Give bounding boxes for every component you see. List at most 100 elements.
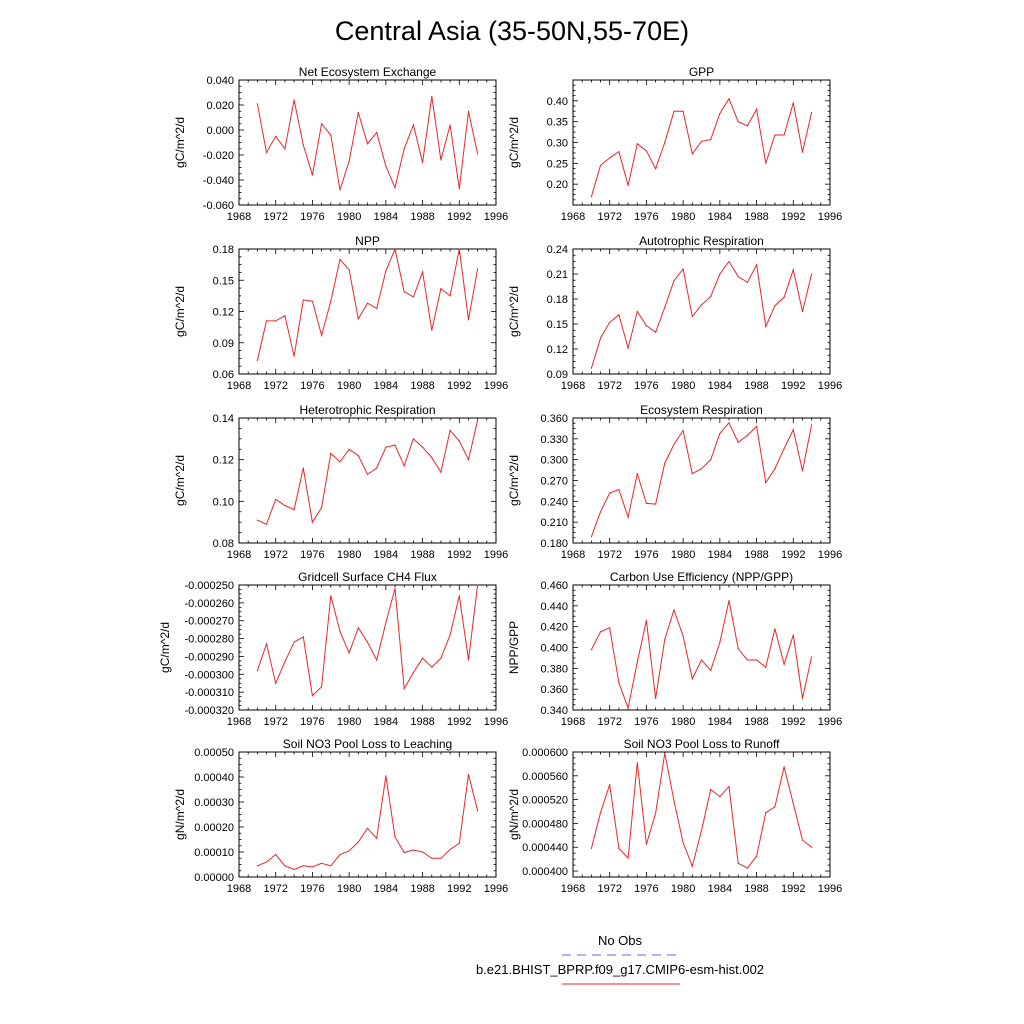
panel-gpp-point: [774, 134, 776, 136]
panel-gpp-xtick-label: 1988: [744, 211, 768, 223]
panel-heterotrophic-respiration-point: [366, 473, 369, 475]
panel-npp-point: [477, 268, 479, 270]
panel-gpp-point: [710, 139, 712, 141]
panel-soil-no3-pool-loss-to-runoff-point: [682, 841, 684, 844]
panel-ecosystem-respiration-ytick-label: 0.240: [540, 496, 568, 508]
panel-soil-no3-pool-loss-to-leaching-xtick-label: 1992: [447, 883, 471, 895]
panel-autotrophic-respiration-point: [811, 273, 813, 275]
panel-ecosystem-respiration-series-line: [590, 421, 813, 537]
panel-gpp-xtick-label: 1972: [597, 211, 621, 223]
panel-net-ecosystem-exchange-point: [366, 143, 369, 145]
panel-net-ecosystem-exchange-point: [275, 135, 277, 137]
panel-soil-no3-pool-loss-to-runoff-point: [636, 762, 638, 764]
panel-ecosystem-respiration-point: [801, 470, 804, 472]
panel-gpp-point: [811, 111, 813, 114]
panel-soil-no3-pool-loss-to-leaching-point: [284, 865, 286, 867]
panel-gridcell-surface-ch4-flux-point: [321, 686, 323, 688]
panel-ecosystem-respiration-ytick-label: 0.360: [540, 413, 568, 425]
panel-ecosystem-respiration-point: [811, 424, 813, 426]
panel-carbon-use-efficiency-npp-gpp-series-line: [590, 600, 813, 710]
panel-npp-ytick-label: 0.12: [213, 307, 234, 319]
panel-heterotrophic-respiration-point: [467, 459, 470, 461]
panel-npp-point: [431, 329, 433, 331]
panel-soil-no3-pool-loss-to-runoff-ylabel: gN/m^2/d: [507, 789, 521, 840]
panel-carbon-use-efficiency-npp-gpp-point: [664, 638, 666, 640]
panel-net-ecosystem-exchange-point: [376, 131, 378, 134]
panel-soil-no3-pool-loss-to-leaching-xtick-label: 1968: [227, 883, 251, 895]
panel-autotrophic-respiration-point: [599, 337, 602, 339]
panel-heterotrophic-respiration-frame: [238, 417, 497, 544]
panel-npp-point: [467, 319, 470, 321]
panel-npp-xtick-label: 1996: [484, 380, 508, 392]
panel-soil-no3-pool-loss-to-runoff-xtick-label: 1984: [708, 883, 732, 895]
panel-npp-point: [376, 307, 378, 309]
panel-autotrophic-respiration: Autotrophic Respiration gC/m^2/d 1968 1972 1…: [507, 234, 842, 392]
panel-gridcell-surface-ch4-flux-xtick-label: 1988: [410, 716, 434, 728]
panel-npp-point: [302, 299, 304, 301]
panel-net-ecosystem-exchange-ytick-label: 0.020: [206, 100, 234, 112]
panel-autotrophic-respiration-xtick-label: 1976: [634, 380, 658, 392]
panel-carbon-use-efficiency-npp-gpp-point: [700, 659, 703, 661]
panel-gridcell-surface-ch4-flux-ytick-label: -0.000260: [184, 598, 234, 610]
panel-soil-no3-pool-loss-to-leaching-point: [321, 862, 323, 864]
panel-heterotrophic-respiration-ylabel: gC/m^2/d: [173, 455, 187, 506]
panel-ecosystem-respiration-point: [590, 536, 593, 538]
panel-autotrophic-respiration-point: [765, 325, 767, 328]
panel-npp-point: [256, 359, 258, 362]
panel-autotrophic-respiration-point: [609, 321, 611, 323]
panel-gridcell-surface-ch4-flux-ytick-label: -0.000320: [184, 705, 234, 717]
panel-net-ecosystem-exchange-series-line: [256, 96, 479, 191]
panel-gridcell-surface-ch4-flux-point: [311, 695, 313, 697]
panel-gpp-point: [719, 112, 721, 114]
panel-gpp-point: [801, 151, 804, 153]
panel-net-ecosystem-exchange-point: [440, 159, 442, 161]
panel-carbon-use-efficiency-npp-gpp-point: [645, 619, 648, 622]
panel-soil-no3-pool-loss-to-leaching-xtick-label: 1988: [410, 883, 434, 895]
panel-gridcell-surface-ch4-flux-point: [385, 621, 387, 624]
panel-carbon-use-efficiency-npp-gpp-ytick-label: 0.440: [540, 601, 568, 613]
panel-soil-no3-pool-loss-to-leaching-point: [477, 810, 479, 812]
panel-soil-no3-pool-loss-to-leaching-point: [467, 773, 470, 776]
figure-title: Central Asia (35-50N,55-70E): [335, 16, 689, 46]
panel-ecosystem-respiration-xtick-label: 1996: [818, 549, 842, 561]
panel-soil-no3-pool-loss-to-runoff-point: [627, 857, 629, 859]
panel-gpp-xtick-label: 1984: [708, 211, 732, 223]
panel-gpp-point: [664, 141, 666, 144]
panel-gpp-point: [627, 184, 629, 186]
panel-gpp-frame: [572, 79, 831, 206]
panel-net-ecosystem-exchange-point: [458, 188, 460, 190]
panel-net-ecosystem-exchange-ytick-label: -0.060: [203, 200, 234, 212]
panel-npp-ytick-label: 0.18: [213, 244, 234, 256]
panel-gridcell-surface-ch4-flux-point: [330, 595, 332, 597]
panel-autotrophic-respiration-point: [636, 310, 638, 313]
panel-autotrophic-respiration-point: [645, 325, 648, 327]
panel-soil-no3-pool-loss-to-leaching-xtick-label: 1996: [484, 883, 508, 895]
panel-ecosystem-respiration-point: [792, 429, 794, 431]
panel-ecosystem-respiration-point: [728, 422, 730, 424]
panel-gpp-point: [618, 151, 620, 153]
panel-net-ecosystem-exchange: Net Ecosystem Exchange gC/m^2/d 1968 1972 19…: [173, 65, 508, 223]
panel-carbon-use-efficiency-npp-gpp-point: [756, 659, 758, 661]
panel-soil-no3-pool-loss-to-runoff-xtick-label: 1988: [744, 883, 768, 895]
panel-soil-no3-pool-loss-to-runoff-point: [590, 847, 593, 850]
panel-carbon-use-efficiency-npp-gpp-point: [746, 659, 749, 661]
panel-grid: Net Ecosystem Exchange gC/m^2/d 1968 1972 19…: [158, 65, 842, 895]
panel-autotrophic-respiration-xtick-label: 1996: [818, 380, 842, 392]
panel-gridcell-surface-ch4-flux-xtick-label: 1992: [447, 716, 471, 728]
panel-net-ecosystem-exchange-ytick-label: 0.040: [206, 75, 234, 87]
panel-ecosystem-respiration-point: [645, 502, 648, 504]
panel-gpp-series-line: [590, 97, 813, 197]
panel-heterotrophic-respiration-xtick-label: 1988: [410, 549, 434, 561]
panel-gridcell-surface-ch4-flux-ytick-label: -0.000270: [184, 616, 234, 628]
panel-carbon-use-efficiency-npp-gpp-point: [609, 627, 611, 629]
panel-gridcell-surface-ch4-flux-ytick-label: -0.000310: [184, 687, 234, 699]
panel-net-ecosystem-exchange-point: [256, 103, 258, 105]
panel-npp-xtick-label: 1972: [263, 380, 287, 392]
panel-carbon-use-efficiency-npp-gpp-xtick-label: 1988: [744, 716, 768, 728]
panel-soil-no3-pool-loss-to-runoff-title: Soil NO3 Pool Loss to Runoff: [624, 737, 781, 751]
panel-net-ecosystem-exchange-ytick-label: 0.000: [206, 125, 234, 137]
panel-ecosystem-respiration-point: [627, 516, 629, 518]
panel-soil-no3-pool-loss-to-leaching-ytick-label: 0.00040: [194, 772, 234, 784]
panel-heterotrophic-respiration-point: [477, 419, 479, 421]
panel-soil-no3-pool-loss-to-runoff-xtick-label: 1976: [634, 883, 658, 895]
